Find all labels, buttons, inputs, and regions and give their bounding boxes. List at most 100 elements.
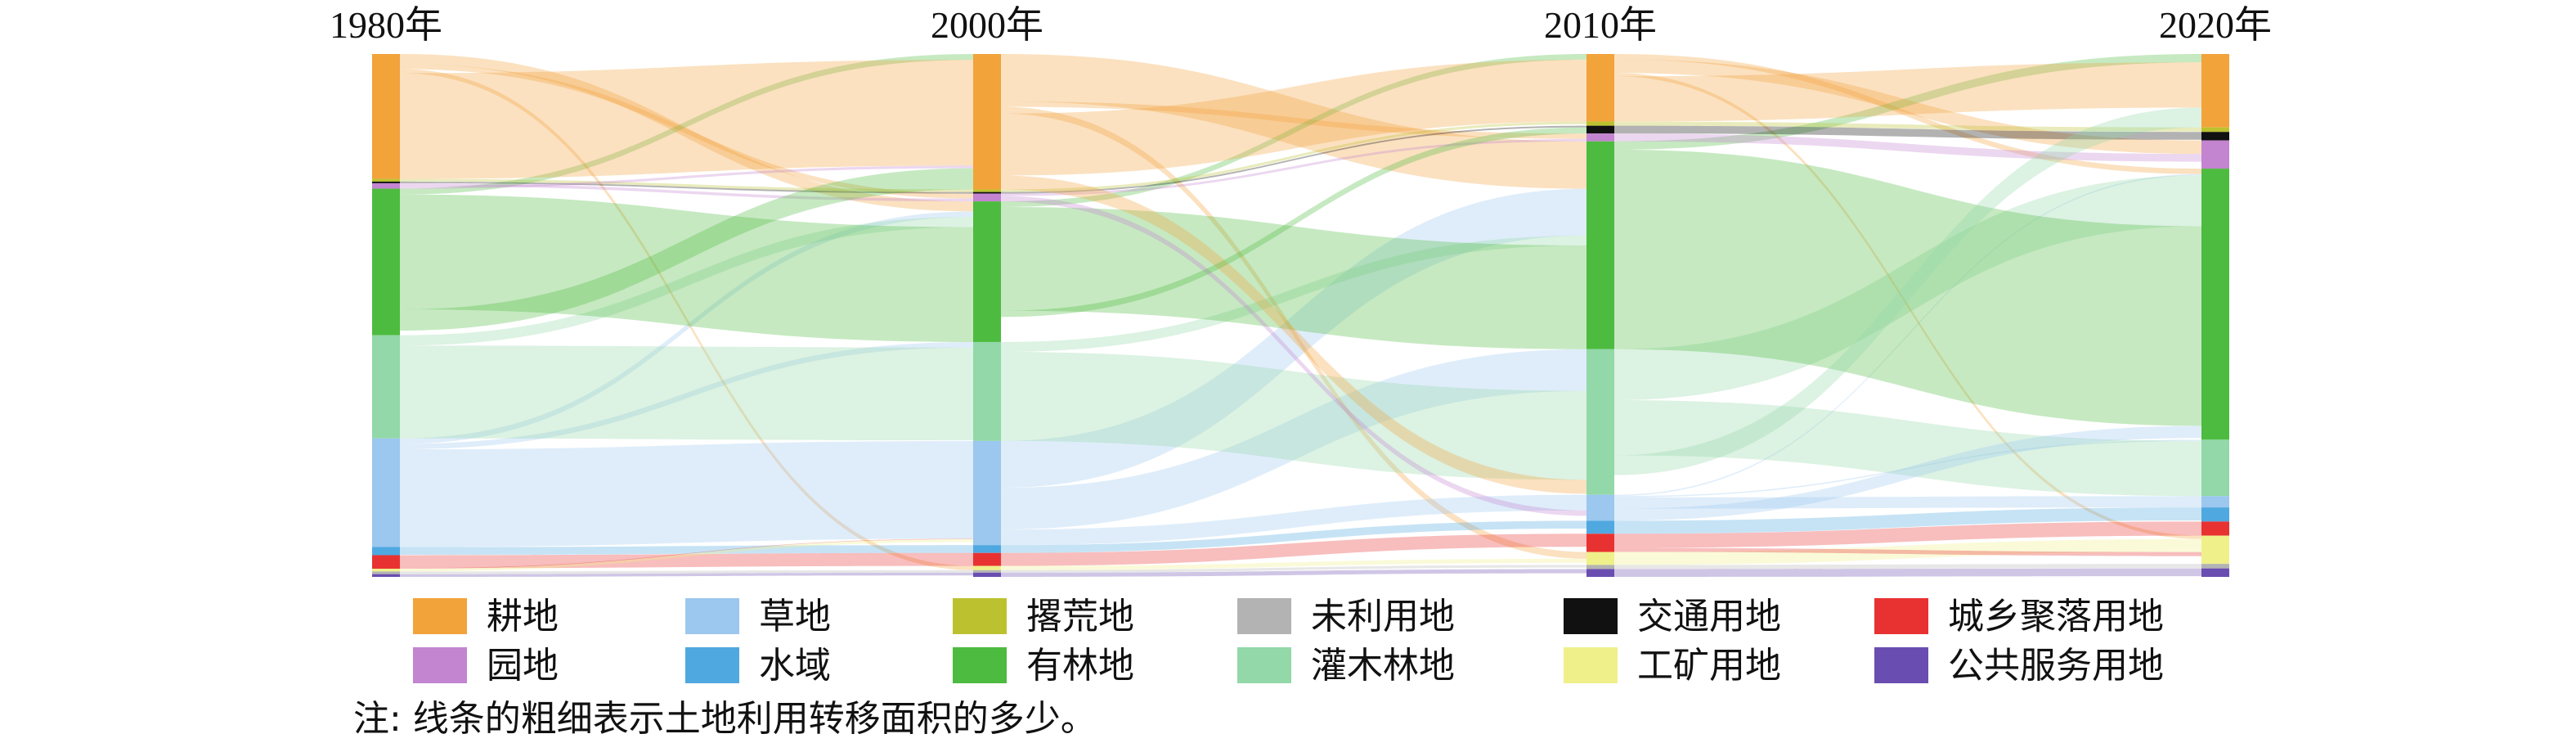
node-2020年-水域 [2201, 507, 2229, 522]
flow-耕地-to-工矿用地 [400, 69, 973, 570]
node-2000年-公共服务用地 [973, 572, 1001, 577]
flow-草地-to-灌木林地 [1001, 349, 1586, 530]
legend-item-工矿用地: 工矿用地 [1564, 645, 1781, 687]
node-1980年-园地 [372, 182, 400, 189]
node-2000年-城乡聚落用地 [973, 552, 1001, 566]
legend-item-撂荒地: 撂荒地 [953, 596, 1134, 637]
legend-item-公共服务用地: 公共服务用地 [1874, 645, 2164, 687]
node-1980年-工矿用地 [372, 569, 400, 572]
node-2020年-耕地 [2201, 54, 2229, 128]
flow-水域-to-水域 [1614, 507, 2201, 534]
flow-灌木林地-to-有林地 [1001, 235, 1586, 353]
node-2000年-工矿用地 [973, 565, 1001, 570]
node-2010年-耕地 [1586, 54, 1614, 122]
flow-草地-to-草地 [400, 440, 973, 547]
legend-swatch [953, 598, 1007, 634]
legend-item-有林地: 有林地 [953, 645, 1134, 687]
legend-swatch [953, 647, 1007, 683]
flow-水域-to-水域 [400, 545, 973, 556]
legend-item-城乡聚落用地: 城乡聚落用地 [1874, 596, 2164, 637]
node-2020年-交通用地 [2201, 132, 2229, 141]
legend-item-耕地: 耕地 [413, 596, 559, 637]
legend-swatch [1237, 598, 1291, 634]
legend-label: 撂荒地 [1026, 596, 1134, 637]
flow-城乡聚落用地-to-草地 [400, 538, 973, 570]
node-2020年-工矿用地 [2201, 535, 2229, 565]
legend-swatch [685, 647, 739, 683]
legend-label: 工矿用地 [1637, 645, 1781, 687]
node-2000年-灌木林地 [973, 341, 1001, 441]
node-1980年-耕地 [372, 54, 400, 179]
flow-园地-to-园地 [400, 182, 973, 202]
flow-有林地-to-耕地 [1614, 54, 2201, 150]
legend-label: 公共服务用地 [1948, 645, 2164, 687]
node-2010年-水域 [1586, 520, 1614, 534]
flow-灌木林地-to-灌木林地 [400, 345, 973, 441]
node-2010年-园地 [1586, 133, 1614, 142]
flow-耕地-to-灌木林地 [1001, 175, 1586, 494]
flow-城乡聚落用地-to-城乡聚落用地 [1001, 534, 1586, 566]
flow-有林地-to-有林地 [400, 194, 973, 342]
flow-灌木林地-to-耕地 [1614, 107, 2201, 475]
flow-工矿用地-to-草地 [400, 539, 973, 572]
node-1980年-未利用地 [372, 571, 400, 574]
legend-label: 草地 [759, 596, 831, 637]
flow-撂荒地-to-撂荒地 [400, 178, 973, 192]
legend-label: 耕地 [487, 596, 559, 637]
node-2020年-公共服务用地 [2201, 568, 2229, 577]
flow-撂荒地-to-撂荒地 [1001, 121, 1586, 192]
flow-耕地-to-有林地 [400, 54, 973, 212]
legend-item-草地: 草地 [685, 596, 831, 637]
flow-草地-to-灌木林地 [1614, 439, 2201, 498]
flow-耕地-to-耕地 [1001, 59, 1586, 176]
legend-label: 未利用地 [1311, 596, 1455, 637]
node-1980年-草地 [372, 438, 400, 547]
chart-note: 注: 线条的粗细表示土地利用转移面积的多少。 [353, 698, 1097, 740]
flow-水域-to-水域 [1001, 520, 1586, 553]
flow-交通用地-to-交通用地 [1001, 125, 1586, 194]
flow-城乡聚落用地-to-城乡聚落用地 [1614, 521, 2201, 548]
node-2000年-有林地 [973, 201, 1001, 342]
flow-未利用地-to-未利用地 [1001, 565, 1586, 573]
node-2010年-交通用地 [1586, 125, 1614, 134]
flow-未利用地-to-未利用地 [1614, 564, 2201, 570]
node-2020年-灌木林地 [2201, 439, 2229, 497]
legend-swatch [1874, 598, 1928, 634]
stage-label-1980年: 1980年 [330, 4, 442, 46]
flow-公共服务用地-to-公共服务用地 [400, 572, 973, 577]
flow-有林地-to-有林地 [1614, 149, 2201, 426]
node-2000年-撂荒地 [973, 189, 1001, 192]
flow-公共服务用地-to-公共服务用地 [1001, 569, 1586, 577]
node-2020年-草地 [2201, 496, 2229, 508]
node-2020年-未利用地 [2201, 564, 2229, 569]
flow-灌木林地-to-有林地 [400, 216, 973, 346]
flow-耕地-to-工矿用地 [1001, 106, 1586, 559]
node-2010年-工矿用地 [1586, 552, 1614, 565]
flow-有林地-to-有林地 [1001, 206, 1586, 349]
node-1980年-公共服务用地 [372, 574, 400, 577]
node-2010年-草地 [1586, 494, 1614, 521]
stage-labels: 1980年 2000年 2010年 2020年 [330, 4, 2272, 46]
flow-草地-to-草地 [1001, 494, 1586, 546]
flow-城乡聚落用地-to-城乡聚落用地 [400, 552, 973, 569]
node-2010年-有林地 [1586, 141, 1614, 349]
flow-耕地-to-有林地 [1614, 54, 2201, 174]
stage-label-2020年: 2020年 [2159, 4, 2272, 46]
node-2020年-撂荒地 [2201, 127, 2229, 133]
flow-草地-to-有林地 [1614, 426, 2201, 521]
node-1980年-撂荒地 [372, 178, 400, 182]
flow-草地-to-有林地 [400, 211, 973, 444]
node-2010年-未利用地 [1586, 565, 1614, 570]
nodes-layer [372, 54, 2229, 577]
node-2020年-园地 [2201, 140, 2229, 169]
flow-灌木林地-to-灌木林地 [1001, 352, 1586, 480]
flow-有林地-to-耕地 [1001, 54, 1586, 207]
stage-label-2000年: 2000年 [931, 4, 1043, 46]
legend-label: 灌木林地 [1311, 645, 1455, 687]
flow-园地-to-草地 [1001, 196, 1586, 516]
flow-耕地-to-园地 [1614, 59, 2201, 155]
flow-工矿用地-to-工矿用地 [1001, 558, 1586, 570]
flow-交通用地-to-交通用地 [1614, 125, 2201, 140]
legend-swatch [1237, 647, 1291, 683]
legend-swatch [1874, 647, 1928, 683]
